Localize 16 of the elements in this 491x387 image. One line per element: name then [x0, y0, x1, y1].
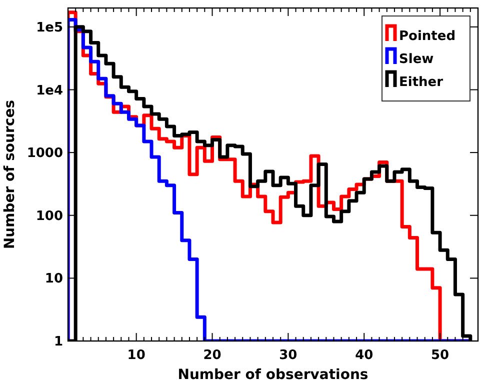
y-axis-title: Number of sources [2, 100, 18, 250]
x-axis-title: Number of observations [178, 367, 368, 383]
y-tick-label: 1e4 [36, 83, 63, 98]
y-tick-label: 10 [44, 272, 63, 287]
y-tick-label: 1000 [26, 146, 63, 162]
legend-label: Slew [399, 52, 434, 67]
legend-label: Either [399, 75, 444, 90]
y-tick-label: 100 [36, 208, 63, 224]
x-tick-label: 50 [430, 348, 450, 363]
x-tick-label: 30 [279, 348, 298, 363]
x-tick-label: 10 [127, 348, 146, 363]
legend-label: Pointed [399, 29, 456, 44]
y-tick-label: 1e5 [36, 20, 63, 36]
y-tick-label: 1 [54, 334, 63, 350]
x-tick-label: 40 [355, 348, 374, 363]
x-tick-label: 20 [203, 348, 222, 363]
